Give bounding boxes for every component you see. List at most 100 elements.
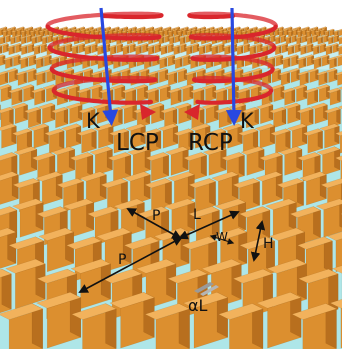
pillar-top: [35, 171, 63, 182]
pillar-top: [167, 87, 182, 94]
pillar-top: [139, 26, 146, 29]
pillar-front: [339, 29, 342, 37]
pillar-top: [116, 28, 124, 32]
dimension-arrow-p-short: [126, 208, 182, 239]
pillar-top: [208, 26, 215, 29]
pillar-top: [268, 34, 276, 38]
pillar-top: [282, 28, 289, 32]
pillar-top: [0, 268, 12, 278]
pillar-top: [310, 102, 328, 110]
pillar-top: [127, 70, 140, 76]
helix-left-icon-front: [47, 45, 160, 63]
pillar-front: [323, 203, 342, 238]
pillar-top: [190, 28, 197, 32]
pillar-top: [258, 152, 283, 161]
pillar-top: [31, 27, 38, 31]
pillar-top: [44, 128, 65, 136]
pillar-top: [191, 26, 198, 29]
label-h: H: [263, 236, 274, 252]
pillar-top: [174, 102, 192, 110]
pillar-top: [323, 106, 342, 114]
pillar-top: [287, 68, 301, 73]
pillar-top: [137, 68, 150, 73]
pillar-front: [338, 46, 342, 56]
pillar-top: [174, 68, 188, 73]
pillar-top: [144, 87, 160, 94]
pillar-top: [7, 87, 23, 94]
pillar-top: [280, 56, 291, 61]
pillar-top: [297, 236, 333, 250]
pillar-top: [316, 146, 341, 156]
pillar-top: [336, 36, 342, 39]
pillar-top: [127, 43, 136, 47]
pillar-top: [76, 128, 97, 136]
pillar-top: [337, 105, 342, 110]
label-rcp: RCP: [188, 130, 233, 156]
pillar-top: [2, 56, 14, 61]
pillar-top: [144, 303, 191, 320]
pillar-top: [33, 28, 41, 32]
pillar-top: [100, 178, 129, 189]
pillar-top: [6, 45, 16, 49]
pillar-top: [31, 152, 56, 161]
pillar-top: [180, 28, 188, 32]
pillar-top: [40, 27, 47, 31]
pillar-top: [199, 26, 207, 29]
pillar-top: [321, 34, 329, 38]
pillar-top: [221, 152, 246, 161]
pillar-top: [265, 198, 297, 211]
pillar-top: [178, 36, 186, 39]
pillar-top: [89, 70, 103, 76]
pillar-top: [134, 28, 142, 32]
pillar-top: [294, 36, 303, 39]
label-k-right: K: [240, 109, 255, 133]
pillar-top: [306, 68, 319, 73]
pillar-top: [303, 87, 319, 94]
pillar-top: [183, 70, 197, 76]
helix-left-arrowhead-icon: [140, 104, 156, 120]
pillar-top: [303, 26, 310, 29]
pillar-top: [48, 56, 60, 61]
pillar-top: [240, 30, 248, 33]
pillar-top: [0, 70, 9, 76]
pillar-top: [65, 102, 83, 110]
label-p-long: P: [118, 252, 126, 268]
pillar-top: [283, 36, 292, 39]
label-alpha-l: αL: [188, 296, 208, 315]
pillar-top: [249, 30, 257, 33]
helix-left-icon-front: [101, 13, 164, 20]
pillar-top: [146, 70, 159, 76]
pillar-top: [13, 146, 38, 156]
pillar-top: [78, 26, 86, 29]
pillar-top: [304, 30, 312, 33]
pillar-top: [217, 28, 225, 32]
pillar-top: [165, 70, 178, 76]
pillar-top: [19, 36, 27, 39]
pillar-top: [133, 84, 149, 90]
pillar-top: [33, 70, 46, 76]
pillar-top: [118, 68, 131, 73]
pillar-top: [0, 27, 4, 30]
pillar-front: [335, 238, 342, 273]
pillar-top: [256, 292, 302, 309]
helix-right-arrowhead-icon: [184, 104, 200, 120]
pillar-top: [189, 87, 205, 94]
pillar-top: [312, 26, 319, 29]
pillar-top: [212, 87, 228, 94]
pillar-top: [332, 30, 340, 33]
pillar-top: [251, 26, 258, 29]
pillar-top: [266, 258, 308, 274]
pillar-top: [334, 54, 342, 59]
pillar-top: [125, 123, 147, 132]
pillar-top: [65, 84, 80, 90]
pillar-top: [268, 106, 287, 114]
pillar-top: [5, 27, 12, 31]
pillar-top: [195, 27, 202, 31]
pillar-top: [171, 28, 179, 32]
pillar-top: [87, 26, 94, 29]
pillar-top: [323, 30, 330, 33]
pillar-top: [3, 34, 11, 38]
pillar-top: [113, 198, 145, 211]
pillar-top: [87, 84, 103, 90]
pillar-top: [38, 43, 48, 47]
